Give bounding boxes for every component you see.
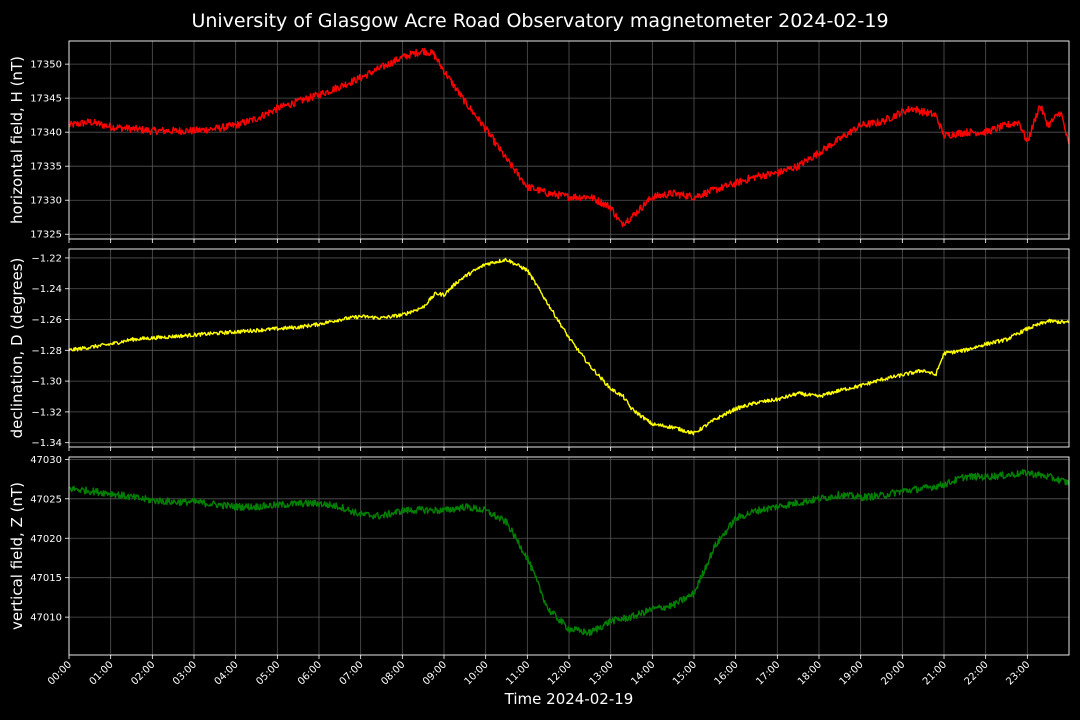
y-tick-label: 17350 [30,60,62,71]
x-tick-label: 11:00 [504,659,532,687]
x-tick-label: 20:00 [879,659,907,687]
y-tick-label: 17330 [30,196,62,207]
y-tick-label: 17340 [30,128,62,139]
y-tick-label: 47020 [30,534,62,545]
y-tick-label: 47010 [30,613,62,624]
y-tick-label: 47015 [30,573,62,584]
x-tick-label: 07:00 [338,659,366,687]
y-tick-label: 17335 [30,162,62,173]
x-tick-label: 18:00 [796,659,824,687]
x-tick-label: 13:00 [588,659,616,687]
y-tick-label: 47030 [30,455,62,466]
y-tick-label: 17345 [30,94,62,105]
x-tick-label: 12:00 [546,659,574,687]
x-tick-label: 10:00 [463,659,491,687]
x-tick-label: 04:00 [213,659,241,687]
series-line [68,47,1070,228]
x-tick-label: 15:00 [671,659,699,687]
y-tick-label: −1.26 [31,315,62,326]
y-tick-label: −1.30 [31,377,62,388]
axes-frame [68,456,1070,656]
x-tick-label: 05:00 [254,659,282,687]
x-tick-label: 06:00 [296,659,324,687]
panel-2: −1.34 −1.32 −1.30 −1.28 −1.26 −1.24 −1.22 decli… [8,248,1070,451]
y-axis-label: declination, D (degrees) [8,258,26,439]
y-tick-label: −1.28 [31,346,62,357]
y-tick-label: −1.24 [31,284,62,295]
x-tick-label: 01:00 [88,659,116,687]
axes-frame [68,40,1070,240]
x-tick-label: 03:00 [171,659,199,687]
y-tick-label: −1.22 [31,253,62,264]
magnetometer-chart: 17325 17330 17335 17340 17345 17350 horizontal… [8,40,1070,688]
series-line [68,469,1070,636]
x-tick-label: 02:00 [129,659,157,687]
x-tick-label: 08:00 [379,659,407,687]
x-axis-label: Time 2024-02-19 [504,690,634,708]
y-tick-label: −1.34 [31,438,62,449]
x-tick-label: 09:00 [421,659,449,687]
panel-1: 17325 17330 17335 17340 17345 17350 horizontal… [8,40,1070,243]
y-axis-label: horizontal field, H (nT) [8,56,26,224]
chart-title: University of Glasgow Acre Road Observat… [191,10,889,32]
y-axis-label: vertical field, Z (nT) [8,482,26,630]
series-line [68,257,1070,436]
y-tick-label: 17325 [30,230,62,241]
x-tick-label: 14:00 [629,659,657,687]
x-tick-label: 23:00 [1004,659,1032,687]
y-tick-label: −1.32 [31,407,62,418]
x-tick-label: 00:00 [46,659,74,687]
x-tick-label: 17:00 [754,659,782,687]
x-tick-label: 21:00 [921,659,949,687]
x-tick-label: 16:00 [713,659,741,687]
y-tick-label: 47025 [30,494,62,505]
x-tick-label: 22:00 [963,659,991,687]
axes-frame [68,248,1070,448]
panel-3: 47010 47015 47020 47025 47030 vertical field,… [8,455,1070,659]
x-tick-label: 19:00 [838,659,866,687]
